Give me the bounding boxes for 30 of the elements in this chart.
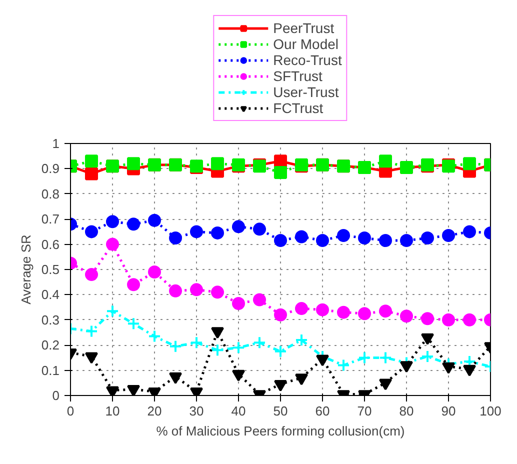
x-tick-label: 90 (441, 404, 456, 418)
y-axis-title: Average SR (18, 234, 34, 304)
legend-label: SFTrust (273, 68, 322, 84)
y-tick-label: 1 (52, 136, 60, 151)
x-tick-label: 40 (231, 404, 246, 418)
y-tick-label: 0.8 (41, 186, 60, 202)
y-tick-label: 0.1 (41, 362, 60, 378)
y-tick-label: 0.6 (41, 236, 60, 252)
legend-label: Our Model (273, 36, 338, 52)
legend-label: PeerTrust (273, 20, 334, 36)
x-tick-label: 0 (66, 404, 74, 418)
x-tick-label: 100 (480, 404, 502, 418)
y-tick-label: 0 (52, 388, 60, 403)
legend-label: User-Trust (273, 84, 339, 100)
x-tick-label: 30 (189, 404, 204, 418)
y-tick-label: 0.5 (41, 262, 60, 277)
y-tick-label: 0.4 (41, 287, 60, 302)
legend-label: Reco-Trust (273, 52, 342, 68)
y-tick-label: 0.3 (41, 312, 60, 328)
x-tick-label: 20 (147, 404, 162, 418)
y-tick-label: 0.7 (41, 212, 60, 227)
x-axis-title: % of Malicious Peers forming collusion(cm) (156, 424, 405, 438)
x-tick-label: 10 (105, 404, 120, 418)
x-tick-label: 70 (357, 404, 372, 418)
y-tick-label: 0.2 (41, 338, 60, 353)
y-tick-label: 0.9 (41, 161, 60, 176)
x-tick-label: 60 (315, 404, 330, 418)
legend-label: FCTrust (273, 100, 324, 116)
x-tick-label: 50 (273, 404, 288, 418)
x-tick-label: 80 (399, 404, 414, 418)
